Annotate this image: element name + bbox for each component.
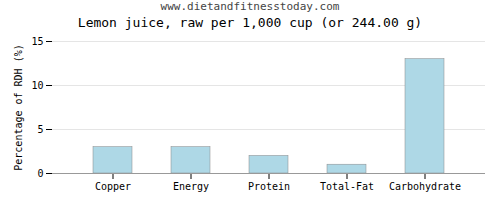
svg-text:Percentage of RDH (%): Percentage of RDH (%) <box>13 44 24 170</box>
svg-text:Energy: Energy <box>173 181 209 192</box>
svg-text:10: 10 <box>31 80 43 91</box>
svg-text:Protein: Protein <box>248 181 290 192</box>
svg-text:15: 15 <box>31 36 43 47</box>
html-text:Lemon juice, raw per 1,000 cup: Lemon juice, raw per 1,000 cup (or 244.0… <box>77 15 423 30</box>
svg-text:Carbohydrate: Carbohydrate <box>389 181 461 192</box>
svg-text:Total-Fat: Total-Fat <box>320 181 374 192</box>
svg-text:0: 0 <box>37 168 43 179</box>
html-text:www.dietandfitnesstoday.com: www.dietandfitnesstoday.com <box>160 0 340 13</box>
svg-text:5: 5 <box>37 124 43 135</box>
svg-text:Copper: Copper <box>95 181 131 192</box>
